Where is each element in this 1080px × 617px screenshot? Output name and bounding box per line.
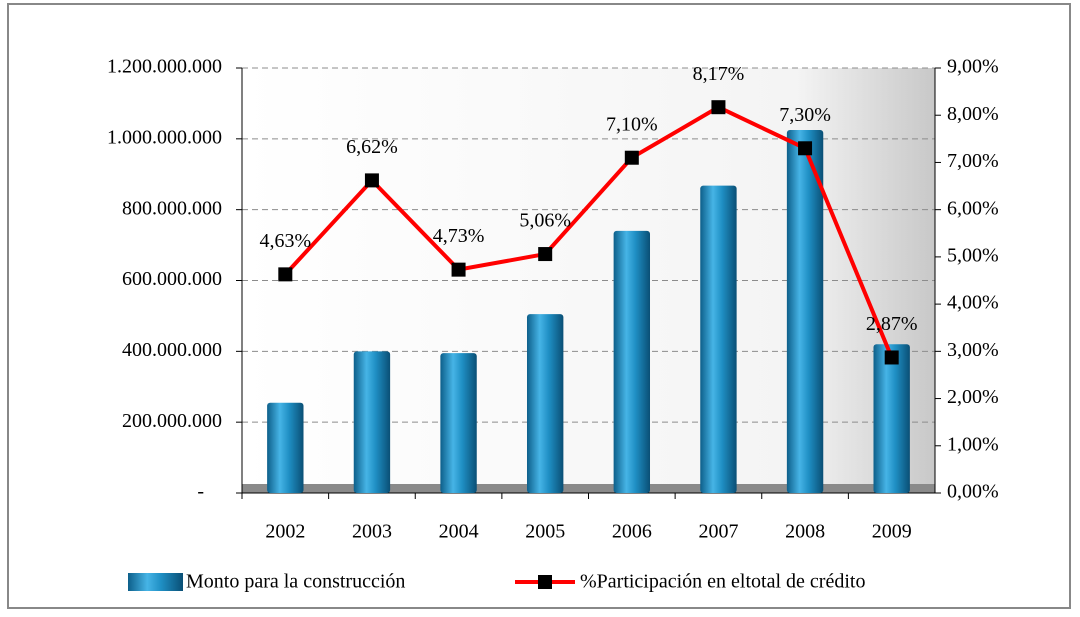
y-tick-label: 600.000.000 xyxy=(122,268,222,290)
y-tick-label: - xyxy=(197,481,204,503)
bar xyxy=(353,351,391,493)
data-label: 2,87% xyxy=(866,313,918,335)
x-tick-label: 2009 xyxy=(872,521,912,543)
bar xyxy=(440,353,477,493)
data-label: 5,06% xyxy=(519,210,571,232)
x-tick-label: 2002 xyxy=(265,521,305,543)
data-label: 4,73% xyxy=(433,225,485,247)
line xyxy=(283,104,894,359)
y2-tick-label: 3,00% xyxy=(947,339,999,361)
y-tick-label: 800.000.000 xyxy=(122,197,222,219)
bar xyxy=(613,230,651,493)
y-tick-label: 200.000.000 xyxy=(122,410,222,432)
x-tick-label: 2005 xyxy=(525,521,565,543)
y2-tick-label: 1,00% xyxy=(947,433,999,455)
bar xyxy=(526,314,564,493)
marker xyxy=(624,150,639,165)
bar xyxy=(267,402,304,493)
y2-tick-label: 8,00% xyxy=(947,103,999,125)
data-label: 8,17% xyxy=(693,63,745,85)
y-tick-label: 1.200.000.000 xyxy=(107,56,222,78)
data-label: 6,62% xyxy=(346,136,398,158)
bar xyxy=(786,129,824,493)
bar xyxy=(873,344,910,493)
marker xyxy=(884,350,899,365)
marker xyxy=(364,173,379,188)
plot-floor xyxy=(242,484,935,493)
data-label: 7,10% xyxy=(606,113,658,135)
data-label: 4,63% xyxy=(259,230,311,252)
marker xyxy=(278,267,293,282)
y2-tick-label: 2,00% xyxy=(947,386,999,408)
y2-tick-label: 5,00% xyxy=(947,244,999,266)
y-tick-label: 1.000.000.000 xyxy=(107,126,222,148)
legend-marker xyxy=(538,575,552,589)
marker xyxy=(538,247,553,262)
marker xyxy=(798,141,813,156)
legend-label: %Participación en eltotal de crédito xyxy=(580,571,865,593)
data-label: 7,30% xyxy=(779,104,831,126)
bar xyxy=(700,185,737,494)
y2-tick-label: 4,00% xyxy=(947,292,999,314)
marker xyxy=(451,262,466,277)
legend-swatch xyxy=(128,573,183,591)
x-tick-label: 2007 xyxy=(698,521,738,543)
y2-tick-label: 9,00% xyxy=(947,56,999,78)
y2-tick-label: 6,00% xyxy=(947,197,999,219)
y2-tick-label: 0,00% xyxy=(947,481,999,503)
x-tick-label: 2006 xyxy=(612,521,652,543)
legend-label: Monto para la construcción xyxy=(186,571,405,593)
x-tick-label: 2004 xyxy=(439,521,479,543)
y-tick-label: 400.000.000 xyxy=(122,339,222,361)
x-tick-label: 2003 xyxy=(352,521,392,543)
x-tick-label: 2008 xyxy=(785,521,825,543)
marker xyxy=(711,100,726,115)
y2-tick-label: 7,00% xyxy=(947,150,999,172)
